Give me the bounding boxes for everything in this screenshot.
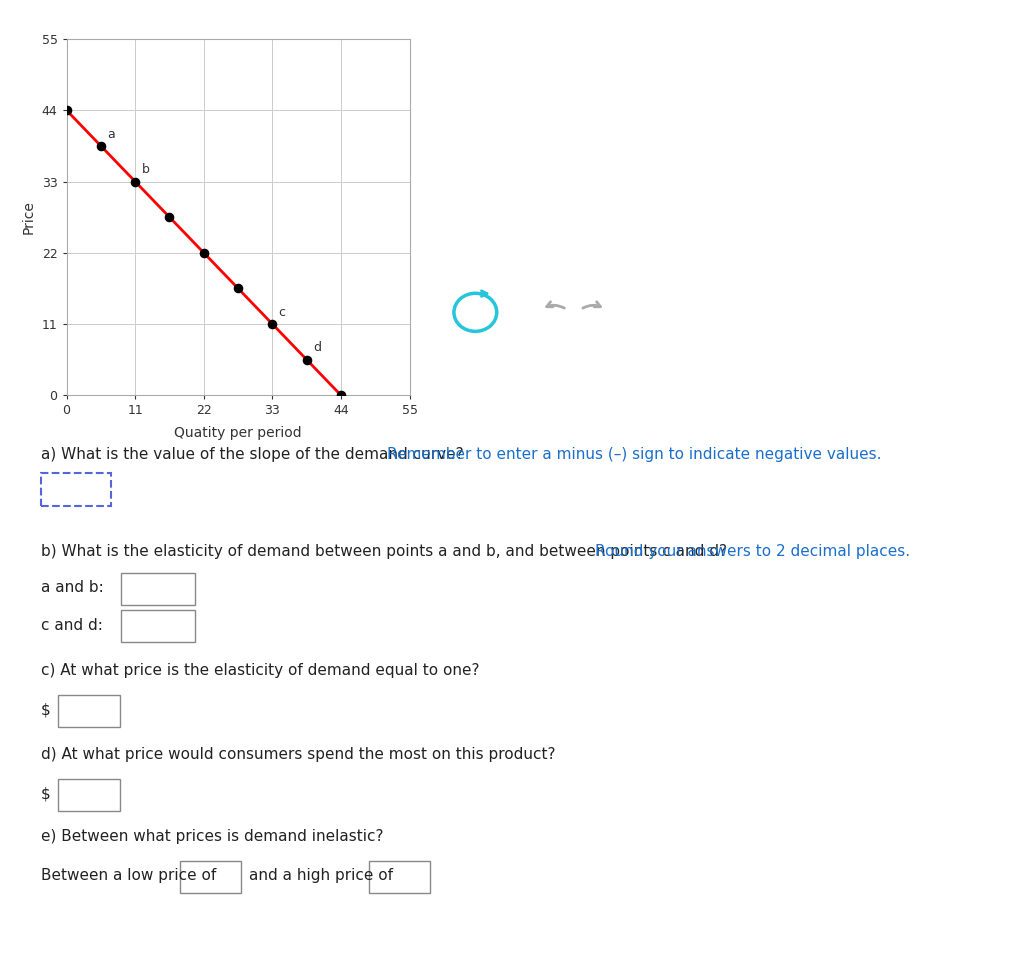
Point bbox=[162, 210, 178, 225]
Text: Between a low price of: Between a low price of bbox=[41, 869, 216, 883]
Text: e) Between what prices is demand inelastic?: e) Between what prices is demand inelast… bbox=[41, 830, 383, 844]
Text: d: d bbox=[313, 342, 321, 354]
Point bbox=[299, 351, 315, 367]
Text: a: a bbox=[108, 128, 115, 141]
Text: $: $ bbox=[41, 787, 51, 801]
FancyBboxPatch shape bbox=[58, 695, 120, 727]
Text: d) At what price would consumers spend the most on this product?: d) At what price would consumers spend t… bbox=[41, 748, 555, 762]
Point bbox=[196, 245, 212, 261]
Text: Remember to enter a minus (–) sign to indicate negative values.: Remember to enter a minus (–) sign to in… bbox=[387, 447, 882, 462]
Point bbox=[92, 138, 110, 153]
Point bbox=[333, 387, 349, 403]
Point bbox=[58, 102, 75, 118]
X-axis label: Quatity per period: Quatity per period bbox=[174, 426, 302, 439]
Point bbox=[264, 316, 281, 332]
Y-axis label: Price: Price bbox=[22, 200, 36, 234]
FancyBboxPatch shape bbox=[58, 779, 120, 811]
FancyBboxPatch shape bbox=[121, 610, 195, 642]
Text: b) What is the elasticity of demand between points a and b, and between points c: b) What is the elasticity of demand betw… bbox=[41, 545, 732, 559]
Text: and a high price of: and a high price of bbox=[249, 869, 393, 883]
Text: a and b:: a and b: bbox=[41, 581, 109, 595]
Text: a) What is the value of the slope of the demand curve?: a) What is the value of the slope of the… bbox=[41, 447, 468, 462]
Text: c: c bbox=[279, 305, 286, 319]
Text: c and d:: c and d: bbox=[41, 618, 108, 632]
Text: c) At what price is the elasticity of demand equal to one?: c) At what price is the elasticity of de… bbox=[41, 664, 479, 678]
Text: b: b bbox=[141, 163, 150, 177]
Point bbox=[127, 174, 143, 189]
FancyBboxPatch shape bbox=[121, 573, 195, 605]
Point bbox=[229, 281, 247, 297]
FancyBboxPatch shape bbox=[179, 861, 241, 893]
FancyBboxPatch shape bbox=[369, 861, 430, 893]
Text: $: $ bbox=[41, 703, 51, 717]
FancyBboxPatch shape bbox=[41, 473, 111, 506]
Text: Round your answers to 2 decimal places.: Round your answers to 2 decimal places. bbox=[595, 545, 910, 559]
